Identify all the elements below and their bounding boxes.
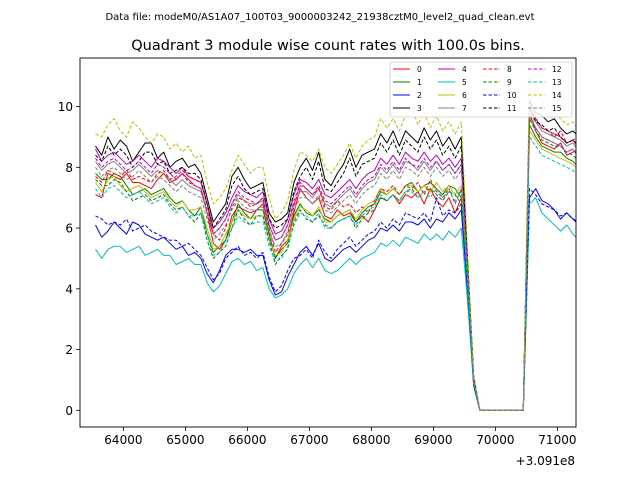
x-tick-label: 69000 [414, 433, 452, 447]
x-tick-label: 70000 [476, 433, 514, 447]
y-tick-label: 4 [65, 282, 73, 296]
y-tick-label: 6 [65, 222, 73, 236]
x-tick-label: 64000 [104, 433, 142, 447]
legend-label-7: 7 [462, 104, 467, 113]
legend-label-8: 8 [507, 65, 512, 74]
legend-label-3: 3 [417, 104, 422, 113]
y-tick-label: 0 [65, 404, 73, 418]
x-tick-label: 67000 [290, 433, 328, 447]
x-offset-label: +3.091e8 [516, 454, 575, 468]
legend-label-14: 14 [552, 91, 562, 100]
chart-title: Quadrant 3 module wise count rates with … [131, 38, 525, 54]
legend-label-1: 1 [417, 78, 422, 87]
x-tick-label: 66000 [228, 433, 266, 447]
y-tick-label: 2 [65, 343, 73, 357]
legend-label-15: 15 [552, 104, 562, 113]
legend-label-13: 13 [552, 78, 562, 87]
x-axis: 64000 65000 66000 67000 68000 69000 70000 71000 [104, 427, 576, 447]
legend-box [389, 61, 573, 118]
legend-label-10: 10 [507, 91, 517, 100]
legend-label-11: 11 [507, 104, 517, 113]
legend-label-2: 2 [417, 91, 422, 100]
series-line-5 [95, 197, 576, 411]
legend-label-4: 4 [462, 65, 467, 74]
legend-label-5: 5 [462, 78, 467, 87]
y-tick-label: 8 [65, 161, 73, 175]
legend-label-6: 6 [462, 91, 467, 100]
legend-label-0: 0 [417, 65, 422, 74]
x-tick-label: 68000 [352, 433, 390, 447]
x-tick-label: 65000 [166, 433, 204, 447]
figure-suptitle: Data file: modeM0/AS1A07_100T03_90000032… [105, 12, 534, 23]
y-tick-label: 10 [58, 100, 73, 114]
series-line-10 [95, 188, 576, 411]
legend-label-12: 12 [552, 65, 562, 74]
series-line-2 [95, 188, 576, 411]
x-tick-label: 71000 [538, 433, 576, 447]
plot-frame [79, 57, 577, 428]
legend-label-9: 9 [507, 78, 512, 87]
y-axis: 0 2 4 6 8 10 [58, 100, 80, 418]
